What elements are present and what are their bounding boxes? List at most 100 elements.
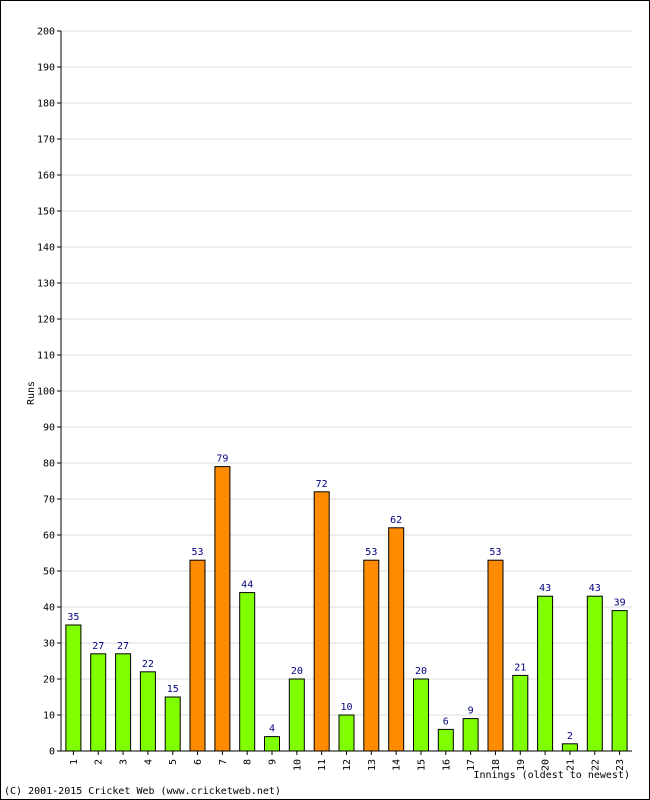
bar-value-label: 53 — [365, 547, 377, 558]
bar-value-label: 2 — [567, 731, 573, 742]
x-tick-label: 16 — [441, 759, 452, 771]
x-tick-label: 12 — [342, 759, 353, 771]
x-tick-label: 1 — [69, 759, 80, 765]
bar-value-label: 79 — [216, 454, 228, 465]
bar-value-label: 44 — [241, 580, 253, 591]
bar — [512, 674, 529, 752]
y-tick-label: 60 — [43, 531, 55, 542]
bar — [139, 671, 156, 752]
bar — [164, 696, 181, 752]
x-tick-label: 3 — [119, 759, 130, 765]
axes — [60, 31, 632, 752]
y-tick-label: 180 — [37, 99, 55, 110]
x-tick-label: 23 — [615, 759, 626, 771]
x-tick-label: 4 — [143, 759, 154, 765]
y-tick-label: 10 — [43, 711, 55, 722]
bar — [561, 743, 578, 752]
bar — [288, 678, 305, 752]
x-tick-label: 19 — [516, 759, 527, 771]
bar — [413, 678, 429, 752]
x-tick-label: 22 — [590, 759, 601, 771]
grid-lines — [61, 30, 632, 716]
bar-value-label: 21 — [514, 662, 526, 673]
bar-value-label: 39 — [614, 598, 626, 609]
y-tick-label: 190 — [37, 63, 55, 74]
x-tick-label: 7 — [218, 759, 229, 765]
bar — [189, 559, 206, 752]
y-tick-label: 70 — [43, 495, 55, 506]
bar — [239, 592, 256, 752]
bar-value-label: 6 — [443, 716, 449, 727]
bar-value-label: 27 — [92, 641, 104, 652]
bar — [388, 527, 405, 752]
y-axis-title: Runs — [26, 381, 37, 405]
bar-value-label: 53 — [489, 547, 501, 558]
bar — [611, 610, 628, 752]
bar — [462, 718, 479, 752]
bar — [90, 653, 107, 752]
bar — [115, 653, 132, 752]
y-tick-label: 170 — [37, 135, 55, 146]
y-tick-label: 120 — [37, 315, 55, 326]
bar-value-label: 20 — [291, 666, 303, 677]
bar-value-label: 43 — [589, 583, 601, 594]
y-tick-label: 20 — [43, 675, 55, 686]
x-tick-label: 15 — [416, 759, 427, 771]
bar — [338, 714, 355, 752]
bar-value-label: 27 — [117, 641, 129, 652]
y-tick-label: 50 — [43, 567, 55, 578]
x-tick-label: 17 — [466, 759, 477, 771]
x-tick-label: 9 — [268, 759, 279, 765]
x-tick-label: 5 — [168, 759, 179, 765]
x-tick-label: 11 — [317, 759, 328, 771]
x-axis-ticks: 1 2 3 4 5 6 7 8 9 10 11 12 13 14 15 16 17 18 19 20 21 22 23 — [69, 751, 626, 771]
bars — [65, 466, 628, 752]
bar — [65, 624, 82, 752]
bar-value-label: 9 — [468, 706, 474, 717]
y-tick-label: 90 — [43, 423, 55, 434]
copyright-footer: (C) 2001-2015 Cricket Web (www.cricketwe… — [4, 786, 281, 797]
x-tick-label: 13 — [367, 759, 378, 771]
y-tick-label: 40 — [43, 603, 55, 614]
x-tick-label: 2 — [94, 759, 105, 765]
bar — [537, 595, 554, 752]
bar-value-label: 22 — [142, 659, 154, 670]
bar-value-label: 35 — [67, 612, 79, 623]
x-tick-label: 14 — [392, 759, 403, 771]
x-tick-label: 10 — [292, 759, 303, 771]
y-tick-label: 100 — [37, 387, 55, 398]
y-tick-label: 150 — [37, 207, 55, 218]
bar-value-label: 10 — [340, 702, 352, 713]
x-tick-label: 21 — [565, 759, 576, 771]
y-axis-ticks: 0 10 20 30 40 50 60 70 80 90 100 110 120 130 140 150 160… — [37, 27, 61, 758]
bar — [363, 559, 380, 752]
y-tick-label: 140 — [37, 243, 55, 254]
x-axis-title: Innings (oldest to newest) — [473, 770, 630, 781]
bar-value-label: 62 — [390, 515, 402, 526]
y-tick-label: 160 — [37, 171, 55, 182]
y-tick-label: 200 — [37, 27, 55, 38]
y-tick-label: 130 — [37, 279, 55, 290]
bar-value-label: 72 — [316, 479, 328, 490]
y-tick-label: 30 — [43, 639, 55, 650]
x-tick-label: 8 — [243, 759, 254, 765]
bar — [487, 559, 504, 752]
y-tick-label: 0 — [49, 747, 55, 758]
y-tick-label: 80 — [43, 459, 55, 470]
bar — [437, 728, 454, 752]
bar — [214, 466, 231, 752]
bar-value-label: 53 — [192, 547, 204, 558]
bar-value-label: 20 — [415, 666, 427, 677]
x-tick-label: 6 — [193, 759, 204, 765]
bar-value-label: 4 — [269, 724, 275, 735]
x-tick-label: 20 — [541, 759, 552, 771]
bar-value-label: 15 — [167, 684, 179, 695]
y-tick-label: 110 — [37, 351, 55, 362]
x-tick-label: 18 — [491, 759, 502, 771]
bar — [264, 736, 280, 752]
bar — [313, 491, 330, 752]
bar — [586, 595, 603, 752]
